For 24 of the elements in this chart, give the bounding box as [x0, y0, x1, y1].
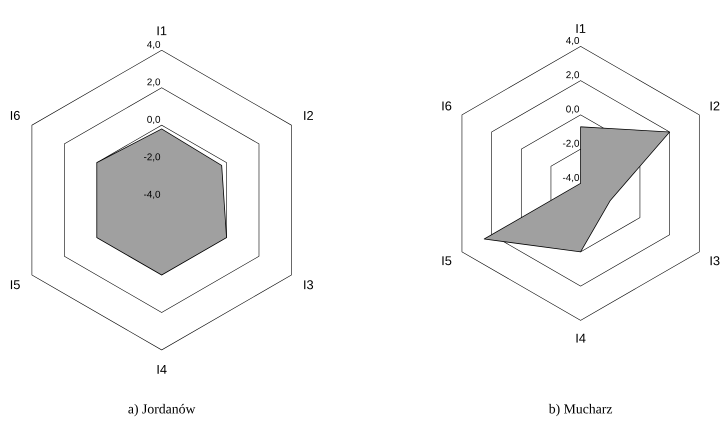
- y-tick-label: 4,0: [147, 41, 160, 50]
- spoke-label: I6: [10, 111, 20, 120]
- text: a) Jordanów: [128, 404, 196, 416]
- y-tick-label: 0,0: [566, 106, 580, 114]
- y-tick-label: -4,0: [562, 174, 580, 182]
- y-tick-label: 4,0: [566, 37, 580, 46]
- text: b) Mucharz: [548, 404, 612, 416]
- spoke-label: I5: [10, 280, 20, 290]
- y-tick-label: -4,0: [144, 190, 160, 200]
- spoke-label: I1: [576, 24, 586, 33]
- y-tick-label: 2,0: [566, 71, 580, 80]
- spoke-label: I5: [442, 256, 452, 266]
- spoke-label: I2: [304, 111, 313, 120]
- spoke-label: I2: [710, 102, 720, 110]
- spoke-label: I1: [158, 26, 166, 36]
- spoke-label: I4: [576, 334, 586, 343]
- y-tick-label: 2,0: [147, 78, 160, 87]
- y-tick-label: -2,0: [562, 140, 580, 148]
- spoke-label: I3: [710, 256, 720, 266]
- spoke-label: I3: [304, 280, 314, 290]
- y-tick-label: 0,0: [147, 116, 160, 124]
- y-tick-label: -2,0: [144, 153, 160, 162]
- spoke-label: I4: [158, 365, 167, 374]
- spoke-label: I6: [442, 101, 452, 111]
